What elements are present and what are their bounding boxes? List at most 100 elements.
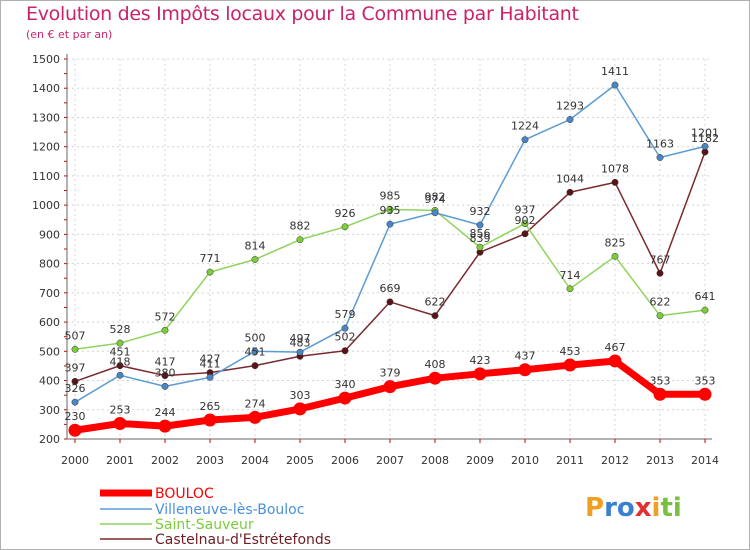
data-label: 417 bbox=[155, 356, 176, 369]
data-label: 244 bbox=[155, 406, 176, 419]
y-tick-label: 1400 bbox=[32, 82, 60, 95]
data-point bbox=[206, 373, 214, 381]
data-point bbox=[161, 382, 169, 390]
x-tick-label: 2001 bbox=[106, 454, 134, 467]
x-tick-label: 2005 bbox=[286, 454, 314, 467]
data-point bbox=[71, 377, 79, 385]
series-lines bbox=[68, 81, 712, 437]
data-label: 500 bbox=[245, 331, 266, 344]
data-label: 882 bbox=[290, 220, 311, 233]
data-label: 397 bbox=[65, 361, 86, 374]
data-point bbox=[341, 223, 349, 231]
x-tick-label: 2006 bbox=[331, 454, 359, 467]
data-label: 418 bbox=[110, 355, 131, 368]
legend-label: BOULOC bbox=[155, 486, 214, 502]
data-label: 856 bbox=[470, 227, 491, 240]
x-tick-label: 2013 bbox=[646, 454, 674, 467]
data-point bbox=[473, 367, 487, 381]
data-label: 353 bbox=[650, 374, 671, 387]
data-label: 714 bbox=[560, 269, 581, 282]
data-point bbox=[521, 136, 529, 144]
data-label: 408 bbox=[425, 358, 446, 371]
data-label: 902 bbox=[515, 214, 536, 227]
data-point bbox=[161, 372, 169, 380]
data-label: 497 bbox=[290, 332, 311, 345]
data-label: 528 bbox=[110, 323, 131, 336]
data-label: 1293 bbox=[556, 100, 584, 113]
legend-label: Saint-Sauveur bbox=[155, 517, 254, 533]
data-point bbox=[611, 81, 619, 89]
data-label: 467 bbox=[605, 341, 626, 354]
data-label: 825 bbox=[605, 236, 626, 249]
data-point bbox=[68, 423, 82, 437]
data-label: 814 bbox=[245, 240, 266, 253]
data-point bbox=[71, 398, 79, 406]
data-point bbox=[611, 178, 619, 186]
data-labels: 230 253 244 265 274 303 340 379 408 423 437 453 467 3… bbox=[65, 65, 720, 423]
data-label: 483 bbox=[290, 336, 311, 349]
data-label: 641 bbox=[695, 290, 716, 303]
data-point bbox=[476, 221, 484, 229]
x-tick-label: 2004 bbox=[241, 454, 269, 467]
y-tick-label: 1500 bbox=[32, 53, 60, 66]
data-point bbox=[701, 142, 709, 150]
data-point bbox=[71, 345, 79, 353]
data-point bbox=[701, 306, 709, 314]
data-label: 230 bbox=[65, 410, 86, 423]
data-label: 451 bbox=[110, 346, 131, 359]
legend-label: Castelnau-d'Estrétefonds bbox=[155, 532, 331, 548]
y-tick-label: 200 bbox=[39, 433, 60, 446]
data-point bbox=[521, 220, 529, 228]
data-point bbox=[338, 391, 352, 405]
data-label: 932 bbox=[470, 205, 491, 218]
data-point bbox=[251, 347, 259, 355]
y-tick-label: 500 bbox=[39, 345, 60, 358]
data-point bbox=[251, 362, 259, 370]
x-tick-label: 2010 bbox=[511, 454, 539, 467]
x-tick-label: 2007 bbox=[376, 454, 404, 467]
data-point bbox=[431, 209, 439, 217]
data-point bbox=[566, 116, 574, 123]
data-label: 937 bbox=[515, 204, 536, 217]
y-tick-label: 1200 bbox=[32, 141, 60, 154]
data-label: 1044 bbox=[556, 172, 584, 185]
y-tick-label: 1100 bbox=[32, 170, 60, 183]
data-label: 353 bbox=[695, 374, 716, 387]
data-point bbox=[386, 220, 394, 228]
data-point bbox=[341, 324, 349, 332]
data-label: 340 bbox=[335, 378, 356, 391]
data-label: 265 bbox=[200, 400, 221, 413]
data-point bbox=[116, 371, 124, 379]
data-label: 1411 bbox=[601, 65, 629, 78]
data-point bbox=[293, 402, 307, 416]
data-label: 1224 bbox=[511, 120, 539, 133]
data-label: 423 bbox=[470, 354, 491, 367]
data-point bbox=[428, 371, 442, 385]
data-label: 935 bbox=[380, 204, 401, 217]
data-point bbox=[296, 236, 304, 244]
data-label: 274 bbox=[245, 397, 266, 410]
data-label: 502 bbox=[335, 331, 356, 344]
data-label: 326 bbox=[65, 382, 86, 395]
data-point bbox=[611, 252, 619, 260]
y-tick-label: 300 bbox=[39, 404, 60, 417]
data-label: 427 bbox=[200, 353, 221, 366]
x-tick-label: 2011 bbox=[556, 454, 584, 467]
data-label: 982 bbox=[425, 190, 446, 203]
data-point bbox=[113, 417, 127, 431]
data-label: 622 bbox=[425, 296, 446, 309]
data-point bbox=[608, 354, 622, 368]
y-tick-label: 1000 bbox=[32, 199, 60, 212]
data-label: 985 bbox=[380, 190, 401, 203]
data-point bbox=[386, 298, 394, 306]
data-label: 669 bbox=[380, 282, 401, 295]
data-label: 974 bbox=[425, 193, 446, 206]
data-point bbox=[116, 339, 124, 347]
x-tick-label: 2014 bbox=[691, 454, 719, 467]
data-point bbox=[386, 206, 394, 213]
legend: BOULOCVilleneuve-lès-BoulocSaint-Sauveur… bbox=[100, 486, 331, 548]
x-tick-label: 2002 bbox=[151, 454, 179, 467]
y-tick-label: 800 bbox=[39, 258, 60, 271]
data-point bbox=[248, 410, 262, 424]
y-tick-label: 1300 bbox=[32, 111, 60, 124]
